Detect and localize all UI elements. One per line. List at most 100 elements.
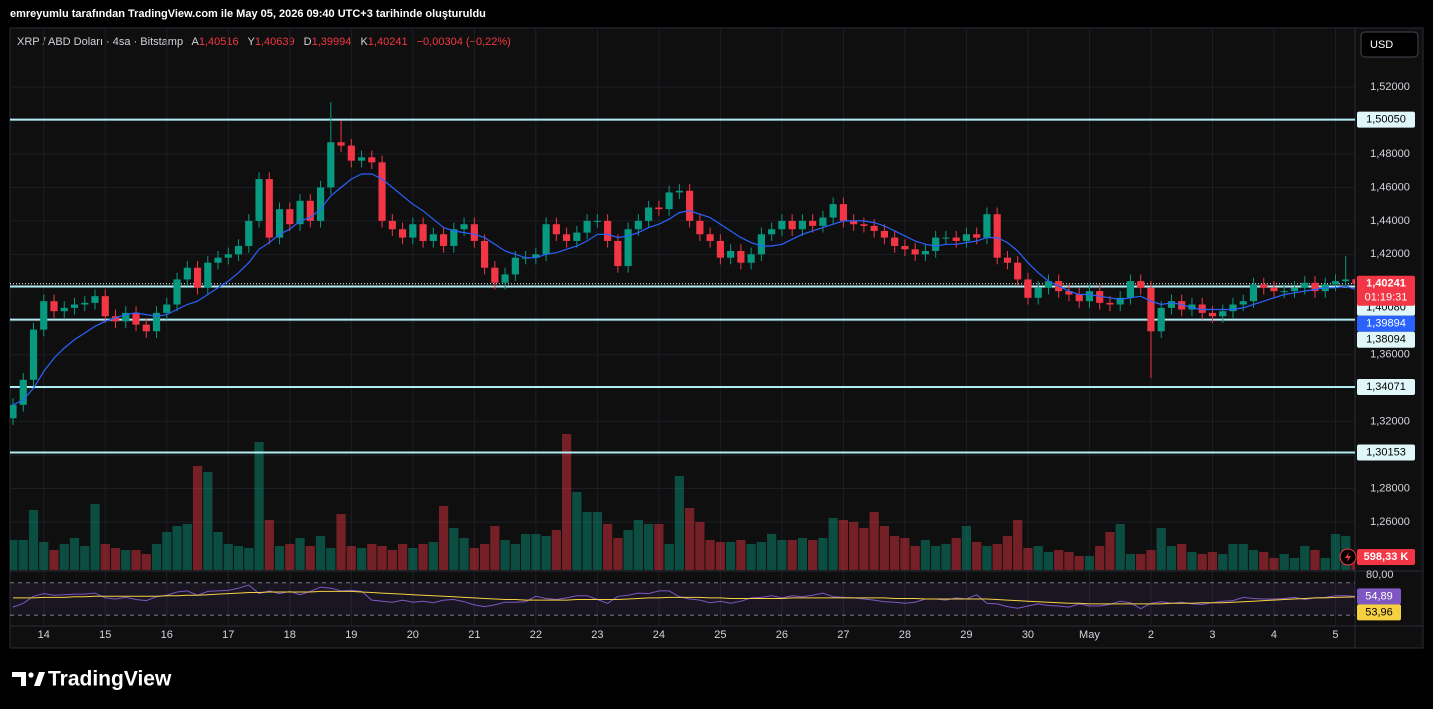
candle-body [1014, 262, 1022, 280]
candle-body [327, 142, 335, 188]
candle-body [337, 142, 345, 146]
volume-bar [941, 544, 951, 570]
candle-body [286, 209, 294, 225]
candle-body [624, 229, 632, 267]
brand-logo [12, 672, 45, 686]
volume-bar [1228, 544, 1238, 570]
candle-body [839, 204, 847, 221]
volume-bar [531, 534, 541, 570]
price-label-box [1357, 275, 1415, 306]
volume-bar [1125, 554, 1136, 570]
volume-bar [695, 522, 705, 570]
candle-body [1034, 287, 1042, 298]
candle-body [1352, 279, 1355, 284]
volume-bar [644, 524, 654, 570]
volume-bar [828, 518, 838, 570]
ma-label-box [1357, 315, 1415, 332]
y-tick-label: 1,26000 [1370, 516, 1410, 528]
ma-label: 1,39894 [1366, 318, 1406, 330]
volume-bar [490, 526, 500, 570]
volume-bar [151, 544, 162, 570]
x-tick-label: 15 [99, 629, 111, 641]
volume-bar [551, 530, 561, 570]
candle-body [1044, 281, 1053, 288]
volume-bar [674, 476, 684, 570]
y-tick-label: 1,28000 [1370, 482, 1410, 494]
candle-body [10, 404, 17, 419]
candle-body [532, 254, 540, 258]
candle-body [573, 232, 581, 241]
candle-body [91, 296, 99, 303]
candle-body [275, 209, 284, 238]
candle-body [1075, 294, 1083, 302]
candle-body [809, 220, 817, 226]
rsi-ma-line [13, 590, 1355, 605]
volume-bar [28, 510, 39, 570]
candle-body [645, 207, 653, 221]
candle-body [470, 224, 478, 241]
volume-bar [305, 546, 315, 570]
volume-bar [254, 442, 264, 570]
x-tick-label: 4 [1271, 629, 1277, 641]
volume-bar [633, 520, 643, 570]
candle-body [860, 224, 868, 226]
volume-bar [890, 536, 900, 570]
volume-bar [664, 544, 674, 570]
volume-bar [428, 542, 438, 570]
volume-bar [90, 504, 100, 570]
volume-label: 598,33 K [1364, 551, 1409, 563]
volume-bar [592, 512, 602, 570]
candle-body [1178, 301, 1186, 310]
volume-bar [838, 520, 849, 570]
price-pane [10, 102, 1355, 570]
volume-bar [39, 542, 49, 570]
volume-bar [397, 544, 408, 570]
volume-bar [1156, 528, 1166, 570]
candle-body [1116, 297, 1124, 305]
volume-bar [951, 538, 961, 570]
volume-bar [1197, 554, 1207, 570]
candle-body [686, 190, 694, 221]
volume-bar [910, 546, 920, 570]
volume-bar [1279, 554, 1289, 570]
volume-bar [1218, 554, 1228, 570]
candle-body [439, 234, 448, 246]
volume-bar [756, 542, 767, 570]
line-label-box [1357, 378, 1415, 395]
volume-bar [972, 542, 982, 570]
brand-name: TradingView [48, 668, 172, 691]
line-label: 1,50050 [1366, 114, 1406, 126]
x-tick-label: 5 [1332, 629, 1338, 641]
line-label-box [1357, 444, 1415, 461]
symbol-title: XRP / ABD Doları · 4sa · Bitstamp [17, 36, 183, 48]
countdown: 01:19:31 [1365, 292, 1408, 304]
candle-body [306, 200, 314, 221]
x-tick-label: 22 [530, 629, 542, 641]
candle-body [1239, 301, 1247, 305]
candle-body [347, 145, 355, 161]
candle-body [368, 157, 376, 163]
volume-bar [1105, 532, 1115, 570]
legend-value: 1,40639 [255, 36, 295, 48]
grid [10, 28, 1355, 626]
volume-bar [1259, 552, 1269, 570]
candle-body [870, 225, 878, 231]
volume-bar [1330, 534, 1341, 570]
volume-bar [1054, 550, 1064, 570]
candle-body [696, 220, 704, 235]
candle-body [778, 220, 786, 230]
x-tick-label: 14 [38, 629, 50, 641]
rsi-ma-label-box [1357, 604, 1401, 621]
volume-bar [408, 548, 418, 570]
currency-button[interactable] [1360, 31, 1419, 58]
volume-bar [346, 546, 356, 570]
volume-bar [326, 548, 336, 570]
candle-body [1188, 304, 1196, 310]
volume-bar [59, 544, 69, 570]
currency-label[interactable]: USD [1370, 39, 1393, 51]
candle-body [234, 245, 243, 255]
candle-body [757, 234, 765, 255]
candle-body [1024, 279, 1032, 298]
y-tick-label: 1,32000 [1370, 416, 1410, 428]
volume-bar [172, 526, 182, 570]
